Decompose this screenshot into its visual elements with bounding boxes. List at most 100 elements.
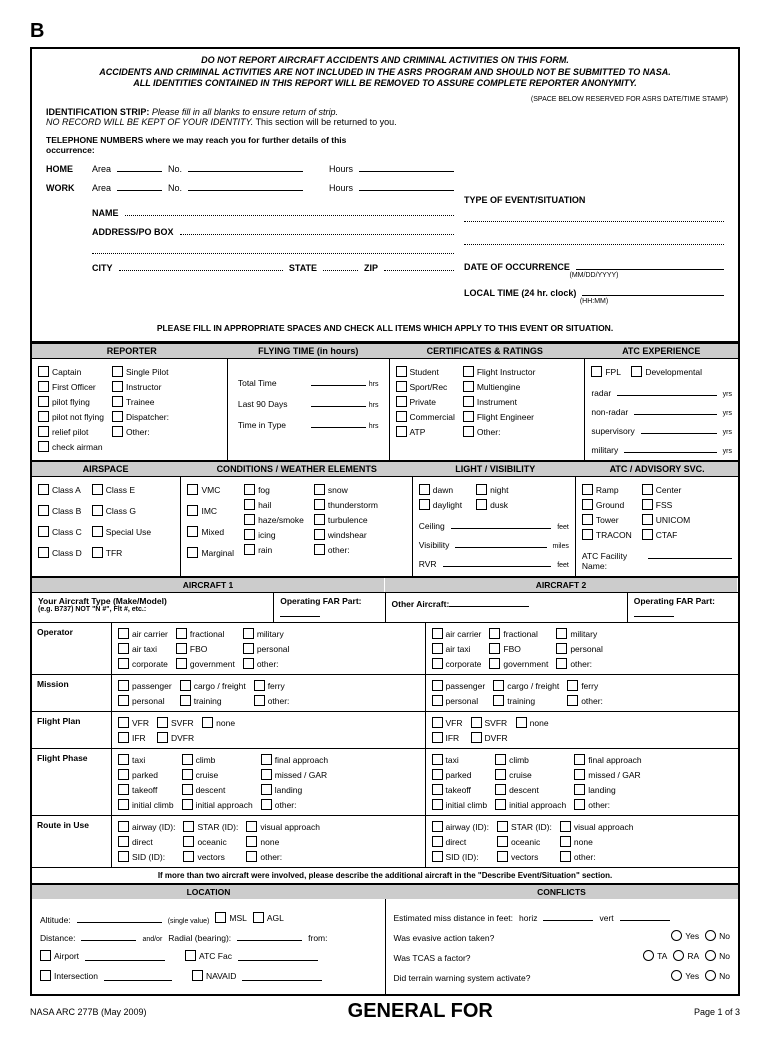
ac2-phase-c2-2[interactable]: descent [495, 784, 566, 795]
rep-c2-3[interactable]: Dispatcher: [112, 411, 169, 422]
last90-field[interactable] [311, 396, 366, 407]
adv-c2-3[interactable]: CTAF [642, 529, 690, 540]
state-field[interactable] [323, 260, 358, 271]
cond-c3-4[interactable]: other: [314, 544, 378, 555]
ac1-phase-c3-2[interactable]: landing [261, 784, 328, 795]
fpl-cb[interactable]: FPL [591, 366, 621, 377]
ac2-route-c3-0[interactable]: visual approach [560, 821, 634, 832]
cond-c2-2[interactable]: haze/smoke [244, 514, 304, 525]
ac1-phase-c2-0[interactable]: climb [182, 754, 253, 765]
ac1-route-c3-2[interactable]: other: [246, 851, 320, 862]
air-c1-1[interactable]: Class B [38, 505, 82, 516]
ac2-plan-c2-1[interactable]: DVFR [471, 732, 508, 743]
ac2-mission-c2-1[interactable]: training [493, 695, 559, 706]
ev-yes[interactable]: Yes [671, 930, 699, 941]
vis-field[interactable] [455, 537, 546, 548]
ac2-plan-c1-0[interactable]: VFR [432, 717, 463, 728]
rep-c1-1[interactable]: First Officer [38, 381, 104, 392]
fac-field[interactable] [648, 548, 732, 559]
work-no[interactable] [188, 180, 303, 191]
air-c1-3[interactable]: Class D [38, 547, 82, 558]
ac2-route-c1-1[interactable]: direct [432, 836, 489, 847]
ac2-plan-c2-0[interactable]: SVFR [471, 717, 508, 728]
nav-cb[interactable]: NAVAID [192, 970, 236, 981]
rad-field[interactable] [237, 930, 302, 941]
ac1-plan-c1-0[interactable]: VFR [118, 717, 149, 728]
light-c2-0[interactable]: night [476, 484, 508, 495]
airport-field[interactable] [85, 950, 165, 961]
adv-c1-3[interactable]: TRACON [582, 529, 632, 540]
terr-yes[interactable]: Yes [671, 970, 699, 981]
ac2-phase-c3-2[interactable]: landing [574, 784, 641, 795]
cond-c1-0[interactable]: VMC [187, 484, 234, 495]
rep-c1-0[interactable]: Captain [38, 366, 104, 377]
tcas-ta[interactable]: TA [643, 950, 667, 961]
horiz-field[interactable] [543, 910, 593, 921]
cert-c2-0[interactable]: Flight Instructor [463, 366, 536, 377]
mil-field[interactable] [624, 442, 716, 453]
atcfac-cb[interactable]: ATC Fac [185, 950, 232, 961]
ac2-route-c3-2[interactable]: other: [560, 851, 634, 862]
ac2-operator-c1-0[interactable]: air carrier [432, 628, 482, 639]
cond-c2-1[interactable]: hail [244, 499, 304, 510]
ac2-operator-c3-2[interactable]: other: [556, 658, 603, 669]
ac2-operator-c2-0[interactable]: fractional [489, 628, 548, 639]
ac1-mission-c2-0[interactable]: cargo / freight [180, 680, 246, 691]
ac1-route-c2-1[interactable]: oceanic [183, 836, 238, 847]
ac1-operator-c2-0[interactable]: fractional [176, 628, 235, 639]
ac1-plan-c3-0[interactable]: none [202, 717, 235, 728]
rep-c2-4[interactable]: Other: [112, 426, 169, 437]
cond-c2-4[interactable]: rain [244, 544, 304, 555]
ac2-mission-c2-0[interactable]: cargo / freight [493, 680, 559, 691]
ac2-phase-c1-0[interactable]: taxi [432, 754, 488, 765]
light-c1-0[interactable]: dawn [419, 484, 462, 495]
type-field[interactable] [311, 417, 366, 428]
home-hours[interactable] [359, 161, 454, 172]
city-field[interactable] [119, 260, 283, 271]
air-c2-0[interactable]: Class E [92, 484, 151, 495]
sup-field[interactable] [641, 423, 717, 434]
cert-c1-2[interactable]: Private [396, 396, 455, 407]
event-type-field[interactable] [464, 211, 724, 222]
ac1-operator-c3-0[interactable]: military [243, 628, 290, 639]
rep-c2-0[interactable]: Single Pilot [112, 366, 169, 377]
msl-cb[interactable]: MSL [215, 912, 246, 923]
cond-c1-1[interactable]: IMC [187, 505, 234, 516]
air-c1-2[interactable]: Class C [38, 526, 82, 537]
ac1-route-c1-2[interactable]: SID (ID): [118, 851, 175, 862]
ac1-plan-c2-1[interactable]: DVFR [157, 732, 194, 743]
ac2-operator-c3-1[interactable]: personal [556, 643, 603, 654]
ac1-phase-c1-3[interactable]: initial climb [118, 799, 174, 810]
ac1-phase-c3-1[interactable]: missed / GAR [261, 769, 328, 780]
date-field[interactable] [576, 259, 724, 270]
cert-c2-2[interactable]: Instrument [463, 396, 536, 407]
ac2-route-c2-0[interactable]: STAR (ID): [497, 821, 552, 832]
ac2-mission-c3-1[interactable]: other: [567, 695, 603, 706]
ac1-operator-c2-1[interactable]: FBO [176, 643, 235, 654]
rep-c2-1[interactable]: Instructor [112, 381, 169, 392]
air-c1-0[interactable]: Class A [38, 484, 82, 495]
ac1-operator-c2-2[interactable]: government [176, 658, 235, 669]
cond-c1-3[interactable]: Marginal [187, 547, 234, 558]
ac2-route-c1-2[interactable]: SID (ID): [432, 851, 489, 862]
ac1-route-c1-1[interactable]: direct [118, 836, 175, 847]
ac1-operator-c3-2[interactable]: other: [243, 658, 290, 669]
ac2-mission-c1-0[interactable]: passenger [432, 680, 486, 691]
cert-c1-4[interactable]: ATP [396, 426, 455, 437]
total-field[interactable] [311, 375, 366, 386]
other-ac-field[interactable] [449, 596, 529, 607]
rep-c2-2[interactable]: Trainee [112, 396, 169, 407]
ac1-operator-c1-2[interactable]: corporate [118, 658, 168, 669]
addr-field[interactable] [180, 224, 455, 235]
cert-c1-3[interactable]: Commercial [396, 411, 455, 422]
tcas-no[interactable]: No [705, 950, 730, 961]
air-c2-2[interactable]: Special Use [92, 526, 151, 537]
ac1-mission-c3-0[interactable]: ferry [254, 680, 290, 691]
ac1-phase-c2-3[interactable]: initial approach [182, 799, 253, 810]
work-area[interactable] [117, 180, 162, 191]
air-c2-1[interactable]: Class G [92, 505, 151, 516]
cond-c2-3[interactable]: icing [244, 529, 304, 540]
ac2-route-c2-2[interactable]: vectors [497, 851, 552, 862]
ac2-phase-c2-3[interactable]: initial approach [495, 799, 566, 810]
addr-field2[interactable] [92, 243, 454, 254]
